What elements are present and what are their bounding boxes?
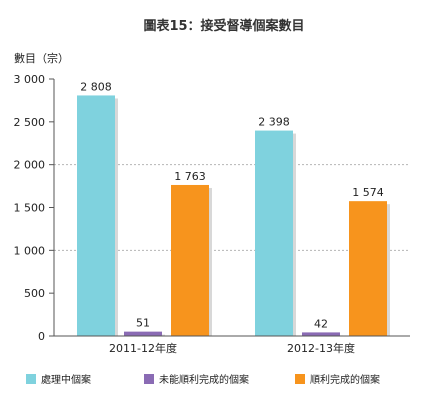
data-label: 1 763 (174, 170, 206, 183)
y-tick-label: 2 500 (14, 116, 46, 129)
bar (302, 332, 340, 336)
y-axis-ticks: 0 500 1 000 1 500 2 000 2 500 3 000 (14, 73, 54, 343)
bar (349, 201, 387, 336)
legend-swatch (26, 374, 36, 384)
x-category-label: 2011-12年度 (109, 341, 177, 355)
data-label: 51 (136, 317, 150, 330)
x-category-label: 2012-13年度 (287, 341, 355, 355)
legend-label: 順利完成的個案 (310, 373, 380, 386)
y-tick-label: 1 500 (14, 202, 46, 215)
bars (77, 95, 390, 336)
y-tick-label: 3 000 (14, 73, 46, 86)
bar (171, 184, 209, 336)
y-tick-label: 2 000 (14, 159, 46, 172)
axes (53, 79, 410, 337)
legend-swatch (144, 374, 154, 384)
data-labels: 2 808 51 1 763 2 398 42 1 574 (80, 80, 384, 330)
legend-label: 未能順利完成的個案 (159, 373, 249, 386)
y-tick-label: 500 (24, 287, 45, 300)
y-tick-label: 0 (38, 330, 45, 343)
data-label: 42 (314, 317, 328, 330)
y-tick-label: 1 000 (14, 244, 46, 257)
legend-swatch (295, 374, 305, 384)
x-axis-categories: 2011-12年度 2012-13年度 (109, 341, 355, 355)
data-label: 1 574 (352, 186, 384, 199)
legend-label: 處理中個案 (41, 373, 91, 386)
bar (124, 331, 162, 336)
bar (255, 130, 293, 336)
chart-title: 圖表15：接受督導個案數目 (143, 18, 304, 34)
bar (77, 95, 115, 336)
data-label: 2 808 (80, 80, 112, 93)
data-label: 2 398 (258, 116, 290, 129)
legend: 處理中個案 未能順利完成的個案 順利完成的個案 (26, 373, 380, 386)
y-axis-label: 數目（宗） (14, 51, 69, 65)
